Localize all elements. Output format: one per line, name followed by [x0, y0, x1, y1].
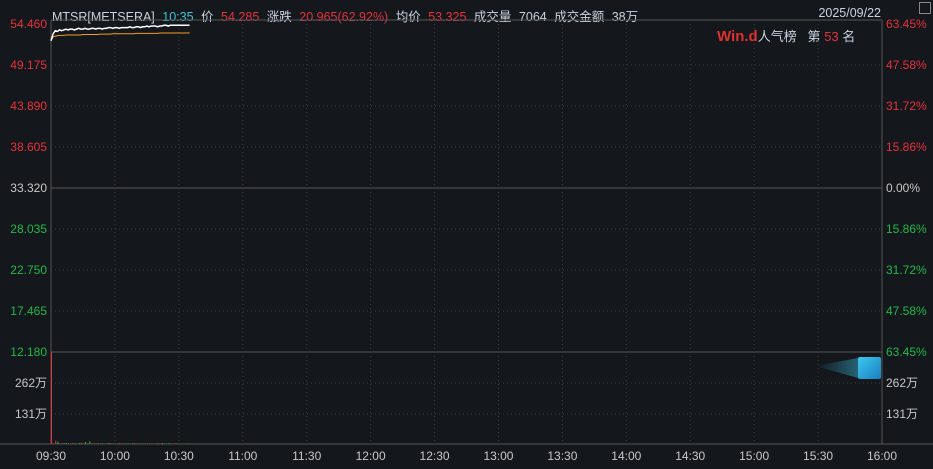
rank-prefix: 第	[807, 29, 821, 44]
price-tick-label: 38.605	[10, 140, 47, 154]
time-tick-label: 10:00	[100, 449, 130, 463]
rank-value: 53	[824, 29, 839, 44]
price-tick-label: 28.035	[10, 222, 47, 236]
volume-bar	[174, 443, 176, 444]
volume-bar	[87, 443, 89, 444]
volume-bar	[53, 443, 55, 444]
volume-bar	[106, 443, 108, 444]
pct-tick-label: 47.58%	[886, 304, 927, 318]
rank-suffix: 名	[842, 29, 856, 44]
volume-bar	[95, 443, 97, 444]
volume-bar	[89, 441, 91, 444]
volume-bar	[102, 443, 104, 444]
volume-bar	[151, 443, 153, 444]
volume-tick-label: 131万	[886, 407, 918, 421]
price-tick-label: 17.465	[10, 304, 47, 318]
time-tick-label: 09:30	[36, 449, 66, 463]
pct-tick-label: 63.45%	[886, 345, 927, 359]
avg-price-line	[50, 32, 190, 41]
time-tick-label: 10:30	[164, 449, 194, 463]
volume-bar	[61, 443, 63, 444]
volume-bar	[134, 443, 136, 444]
pct-tick-label: 31.72%	[886, 99, 927, 113]
time-tick-label: 11:30	[292, 449, 321, 463]
volume-tick-label: 131万	[15, 407, 47, 421]
date: 2025/09/22	[818, 6, 881, 20]
volume-bar	[146, 443, 148, 444]
time-tick-label: 13:30	[547, 449, 577, 463]
volume-bar	[72, 442, 74, 444]
volume-bar	[168, 443, 170, 444]
volume-tick-label: 262万	[15, 376, 47, 390]
time-tick-label: 12:30	[420, 449, 450, 463]
time-tick-label: 15:00	[739, 449, 769, 463]
volume-bar	[80, 442, 82, 444]
time-tick-label: 11:00	[228, 449, 257, 463]
window-toggle-icon[interactable]	[919, 2, 931, 14]
price-tick-label: 12.180	[10, 345, 47, 359]
volume-bar	[163, 443, 165, 444]
volume-bar	[97, 443, 99, 444]
volume-bar	[55, 440, 57, 444]
volume-bar	[119, 443, 121, 444]
price-tick-label: 33.320	[10, 181, 47, 195]
volume-bar	[85, 441, 87, 444]
volume-tick-label: 262万	[886, 376, 918, 390]
price-tick-label: 49.175	[10, 58, 47, 72]
pct-tick-label: 0.00%	[886, 181, 920, 195]
pct-tick-label: 15.86%	[886, 222, 927, 236]
pct-tick-label: 31.72%	[886, 263, 927, 277]
volume-bar	[51, 352, 52, 444]
volume-bar	[136, 443, 138, 444]
pct-tick-label: 15.86%	[886, 140, 927, 154]
assistant-float-button[interactable]	[815, 357, 881, 379]
price-tick-label: 43.890	[10, 99, 47, 113]
volume-bar	[68, 443, 70, 444]
time-tick-label: 16:00	[867, 449, 897, 463]
volume-bar	[110, 443, 112, 444]
volume-bar	[161, 443, 163, 444]
volume-bar	[123, 443, 125, 444]
pct-tick-label: 63.45%	[886, 17, 927, 31]
volume-bar	[157, 443, 159, 444]
pct-tick-label: 47.58%	[886, 58, 927, 72]
time-tick-label: 14:00	[611, 449, 641, 463]
popularity-rank[interactable]: Win.d人气榜 第 53 名	[717, 26, 855, 45]
price-tick-label: 22.750	[10, 263, 47, 277]
time-tick-label: 15:30	[803, 449, 833, 463]
volume-bar	[131, 443, 133, 444]
time-tick-label: 12:00	[356, 449, 386, 463]
volume-bar	[65, 443, 67, 444]
volume-bar	[91, 443, 93, 444]
volume-bar	[63, 443, 65, 444]
price-tick-label: 54.460	[10, 17, 47, 31]
volume-bar	[108, 443, 110, 444]
volume-bar	[127, 443, 129, 444]
volume-bar	[74, 443, 76, 444]
volume-bar	[57, 441, 59, 444]
volume-bar	[140, 443, 142, 444]
volume-bar	[117, 443, 119, 444]
price-line	[50, 24, 190, 41]
time-tick-label: 13:00	[483, 449, 513, 463]
volume-bar	[78, 443, 80, 444]
rank-label: 人气榜	[757, 29, 797, 44]
time-tick-label: 14:30	[675, 449, 705, 463]
wind-logo: Win.d	[717, 28, 758, 45]
